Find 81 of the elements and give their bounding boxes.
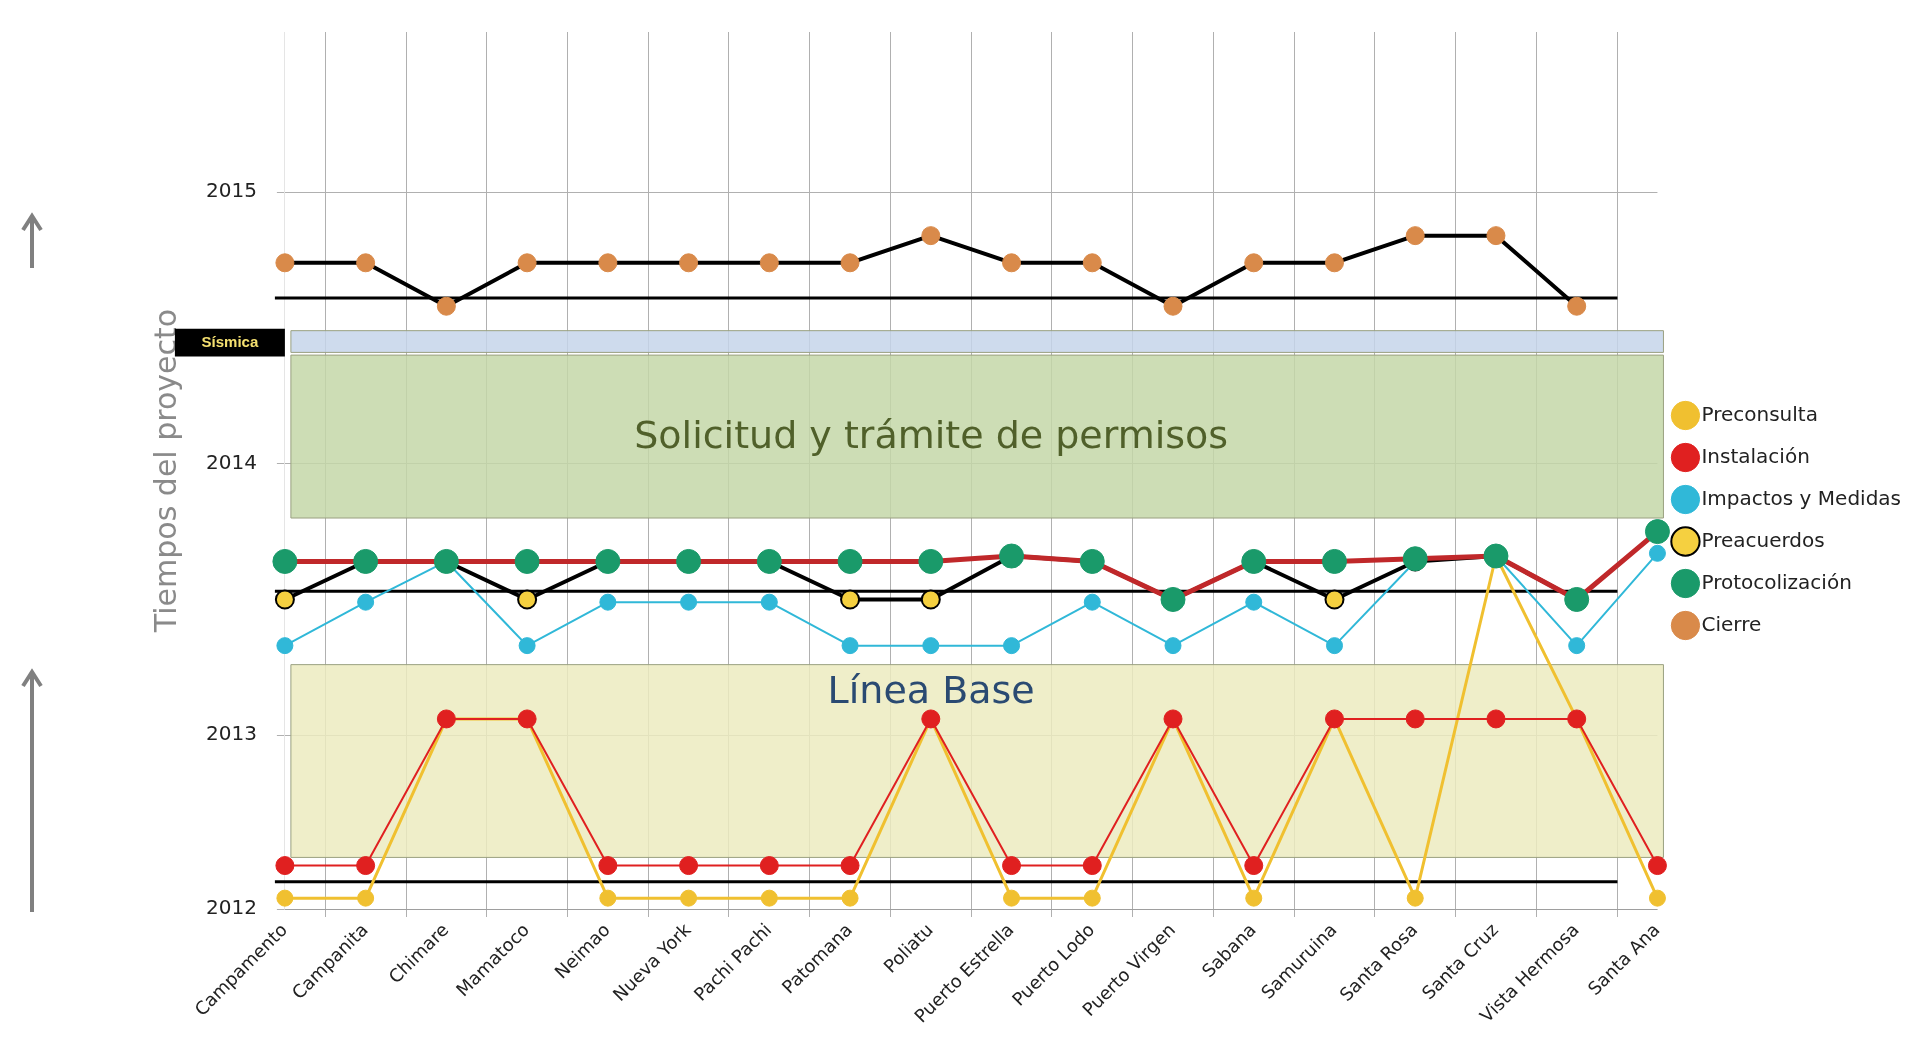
point: [1002, 856, 1022, 876]
point: [356, 253, 376, 273]
legend-label: Cierre: [1701, 611, 1762, 636]
point: [276, 889, 294, 907]
band-label: Solicitud y trámite de permisos: [634, 413, 1229, 458]
point: [599, 593, 617, 611]
point: [1324, 253, 1344, 273]
point: [356, 856, 376, 876]
y-tick-label: 2015: [205, 178, 257, 203]
point: [679, 856, 699, 876]
point: [1083, 593, 1101, 611]
point: [679, 253, 699, 273]
point: [1245, 593, 1263, 611]
point: [1244, 253, 1264, 273]
point: [1647, 856, 1667, 876]
point: [841, 637, 859, 655]
point: [840, 589, 861, 610]
point: [357, 593, 375, 611]
point: [276, 637, 294, 655]
point: [1406, 889, 1424, 907]
y-tick-label: 2013: [205, 721, 257, 746]
point: [599, 889, 617, 907]
point: [1648, 889, 1666, 907]
point: [1321, 548, 1347, 574]
point: [1486, 226, 1506, 246]
point: [436, 296, 456, 316]
point: [517, 589, 538, 610]
point: [840, 856, 860, 876]
point: [272, 548, 298, 574]
point: [1325, 637, 1343, 655]
point: [518, 637, 536, 655]
point: [1644, 519, 1670, 545]
legend-label: Preconsulta: [1701, 401, 1818, 426]
point: [1405, 226, 1425, 246]
legend-label: Impactos y Medidas: [1701, 485, 1901, 510]
y-tick-label: 2012: [205, 895, 257, 920]
point: [680, 889, 698, 907]
point: [1082, 856, 1102, 876]
point: [840, 253, 860, 273]
point: [841, 889, 859, 907]
point: [598, 253, 618, 273]
point: [1164, 637, 1182, 655]
point: [274, 589, 295, 610]
point: [1486, 709, 1506, 729]
point: [759, 253, 779, 273]
y-tick-label: 2014: [205, 449, 257, 474]
band-label: Sísmica: [201, 332, 259, 350]
point: [920, 589, 941, 610]
point: [1003, 637, 1021, 655]
point: [514, 548, 540, 574]
point: [760, 889, 778, 907]
point: [1648, 544, 1666, 562]
point: [1324, 589, 1345, 610]
point: [1245, 889, 1263, 907]
point: [1003, 889, 1021, 907]
point: [275, 856, 295, 876]
point: [1567, 296, 1587, 316]
point: [1163, 296, 1183, 316]
point: [517, 253, 537, 273]
legend-label: Preacuerdos: [1701, 527, 1825, 552]
point: [760, 593, 778, 611]
point: [357, 889, 375, 907]
point: [680, 593, 698, 611]
legend-label: Protocolización: [1701, 569, 1852, 594]
point: [922, 637, 940, 655]
point: [598, 856, 618, 876]
y-axis-title: Tiempos del proyecto: [147, 308, 183, 634]
point: [1405, 709, 1425, 729]
point: [1082, 253, 1102, 273]
point: [759, 856, 779, 876]
point: [1402, 546, 1428, 572]
point: [275, 253, 295, 273]
point: [1244, 856, 1264, 876]
band-label: Línea Base: [827, 667, 1035, 712]
point: [1083, 889, 1101, 907]
point: [918, 548, 944, 574]
point: [837, 548, 863, 574]
point: [1002, 253, 1022, 273]
point: [1568, 637, 1586, 655]
legend-label: Instalación: [1701, 443, 1810, 468]
point: [921, 226, 941, 246]
